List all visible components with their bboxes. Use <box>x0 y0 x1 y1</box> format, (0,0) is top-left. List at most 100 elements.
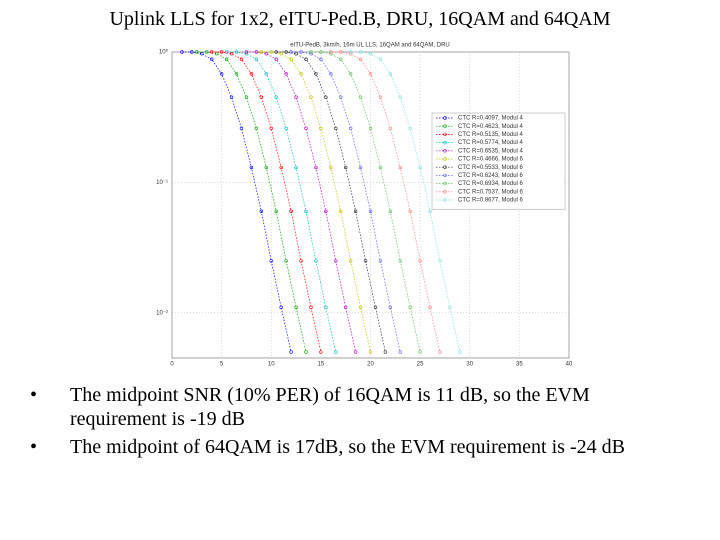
data-point <box>289 50 293 54</box>
data-point <box>378 57 383 61</box>
data-point <box>264 165 268 170</box>
data-point <box>398 259 402 263</box>
x-tick-label: 25 <box>417 362 424 368</box>
data-point <box>219 72 224 76</box>
data-point <box>418 259 422 263</box>
data-point <box>458 350 462 354</box>
data-point <box>210 57 214 61</box>
data-point <box>244 95 249 99</box>
data-point <box>309 50 313 54</box>
data-point <box>264 72 268 76</box>
data-point <box>319 57 323 61</box>
data-point <box>418 165 422 170</box>
data-point <box>343 305 348 310</box>
data-point <box>428 209 432 214</box>
legend-marker <box>443 173 447 178</box>
data-point <box>329 72 333 76</box>
data-point <box>358 50 363 54</box>
data-point <box>294 95 298 99</box>
legend-marker <box>443 190 447 194</box>
data-point <box>309 95 313 99</box>
data-point <box>408 209 412 214</box>
legend-label: CTC R=0.4666, Modul 6 <box>458 157 524 163</box>
data-point <box>398 165 402 170</box>
data-point <box>234 72 239 76</box>
legend-marker <box>443 132 447 137</box>
data-point <box>289 57 293 61</box>
data-point <box>304 209 308 214</box>
x-tick-label: 30 <box>466 362 473 368</box>
data-point <box>269 50 273 54</box>
data-point <box>388 305 393 310</box>
data-point <box>304 350 308 354</box>
data-point <box>279 165 283 170</box>
data-point <box>299 72 303 76</box>
data-point <box>373 305 378 310</box>
data-point <box>348 259 353 263</box>
data-point <box>289 350 293 354</box>
data-point <box>334 126 338 130</box>
x-tick-label: 10 <box>268 362 275 368</box>
data-point <box>299 259 303 263</box>
x-tick-label: 40 <box>566 362 573 368</box>
data-point <box>398 350 402 354</box>
data-point <box>259 95 264 99</box>
data-point <box>259 209 264 214</box>
data-point <box>339 50 343 54</box>
data-point <box>259 50 264 54</box>
data-point <box>339 209 343 214</box>
legend-label: CTC R=0.8677, Modul 6 <box>458 198 524 204</box>
data-point <box>358 165 363 170</box>
data-point <box>279 305 283 310</box>
data-point <box>239 57 244 61</box>
legend-label: CTC R=0.5135, Modul 4 <box>458 132 524 138</box>
data-point <box>378 259 383 263</box>
data-point <box>195 50 199 54</box>
data-point <box>334 259 338 263</box>
data-point <box>214 52 219 56</box>
data-point <box>200 52 204 56</box>
legend-marker <box>443 149 447 153</box>
data-point <box>284 72 288 76</box>
data-point <box>254 50 259 54</box>
bullet: The midpoint SNR (10% PER) of 16QAM is 1… <box>30 383 670 431</box>
data-point <box>319 126 323 130</box>
data-point <box>324 305 328 310</box>
data-point <box>408 305 412 310</box>
data-point <box>294 52 298 56</box>
data-point <box>398 95 402 99</box>
data-point <box>388 126 393 130</box>
data-point <box>314 259 318 263</box>
y-tick-label: 10⁻¹ <box>156 180 168 186</box>
chart-title: eITU-PedB, 3km/h, 16m UL LLS, 16QAM and … <box>290 43 450 49</box>
legend-label: CTC R=0.4623, Modul 4 <box>458 124 524 130</box>
data-point <box>363 259 368 263</box>
data-point <box>348 50 353 54</box>
data-point <box>348 126 353 130</box>
data-point <box>269 126 273 130</box>
legend-label: CTC R=0.6934, Modul 6 <box>458 181 524 187</box>
data-point <box>358 95 363 99</box>
data-point <box>239 126 244 130</box>
legend-marker <box>443 124 447 128</box>
data-point <box>329 165 333 170</box>
data-point <box>249 72 254 76</box>
bullet: The midpoint of 64QAM is 17dB, so the EV… <box>30 435 670 459</box>
slide-title: Uplink LLS for 1x2, eITU-Ped.B, DRU, 16Q… <box>109 8 611 30</box>
data-point <box>418 350 422 354</box>
data-point <box>388 72 393 76</box>
data-point <box>254 57 259 61</box>
x-tick-label: 5 <box>220 362 224 368</box>
data-point <box>448 305 452 310</box>
data-point <box>334 350 338 354</box>
data-point <box>234 50 239 54</box>
data-point <box>324 209 328 214</box>
data-point <box>378 165 383 170</box>
data-point <box>210 50 214 54</box>
data-point <box>329 50 333 54</box>
data-point <box>368 126 373 130</box>
data-point <box>219 50 224 54</box>
data-point <box>368 209 373 214</box>
legend-label: CTC R=0.5533, Modul 6 <box>458 165 524 171</box>
data-point <box>284 50 288 54</box>
